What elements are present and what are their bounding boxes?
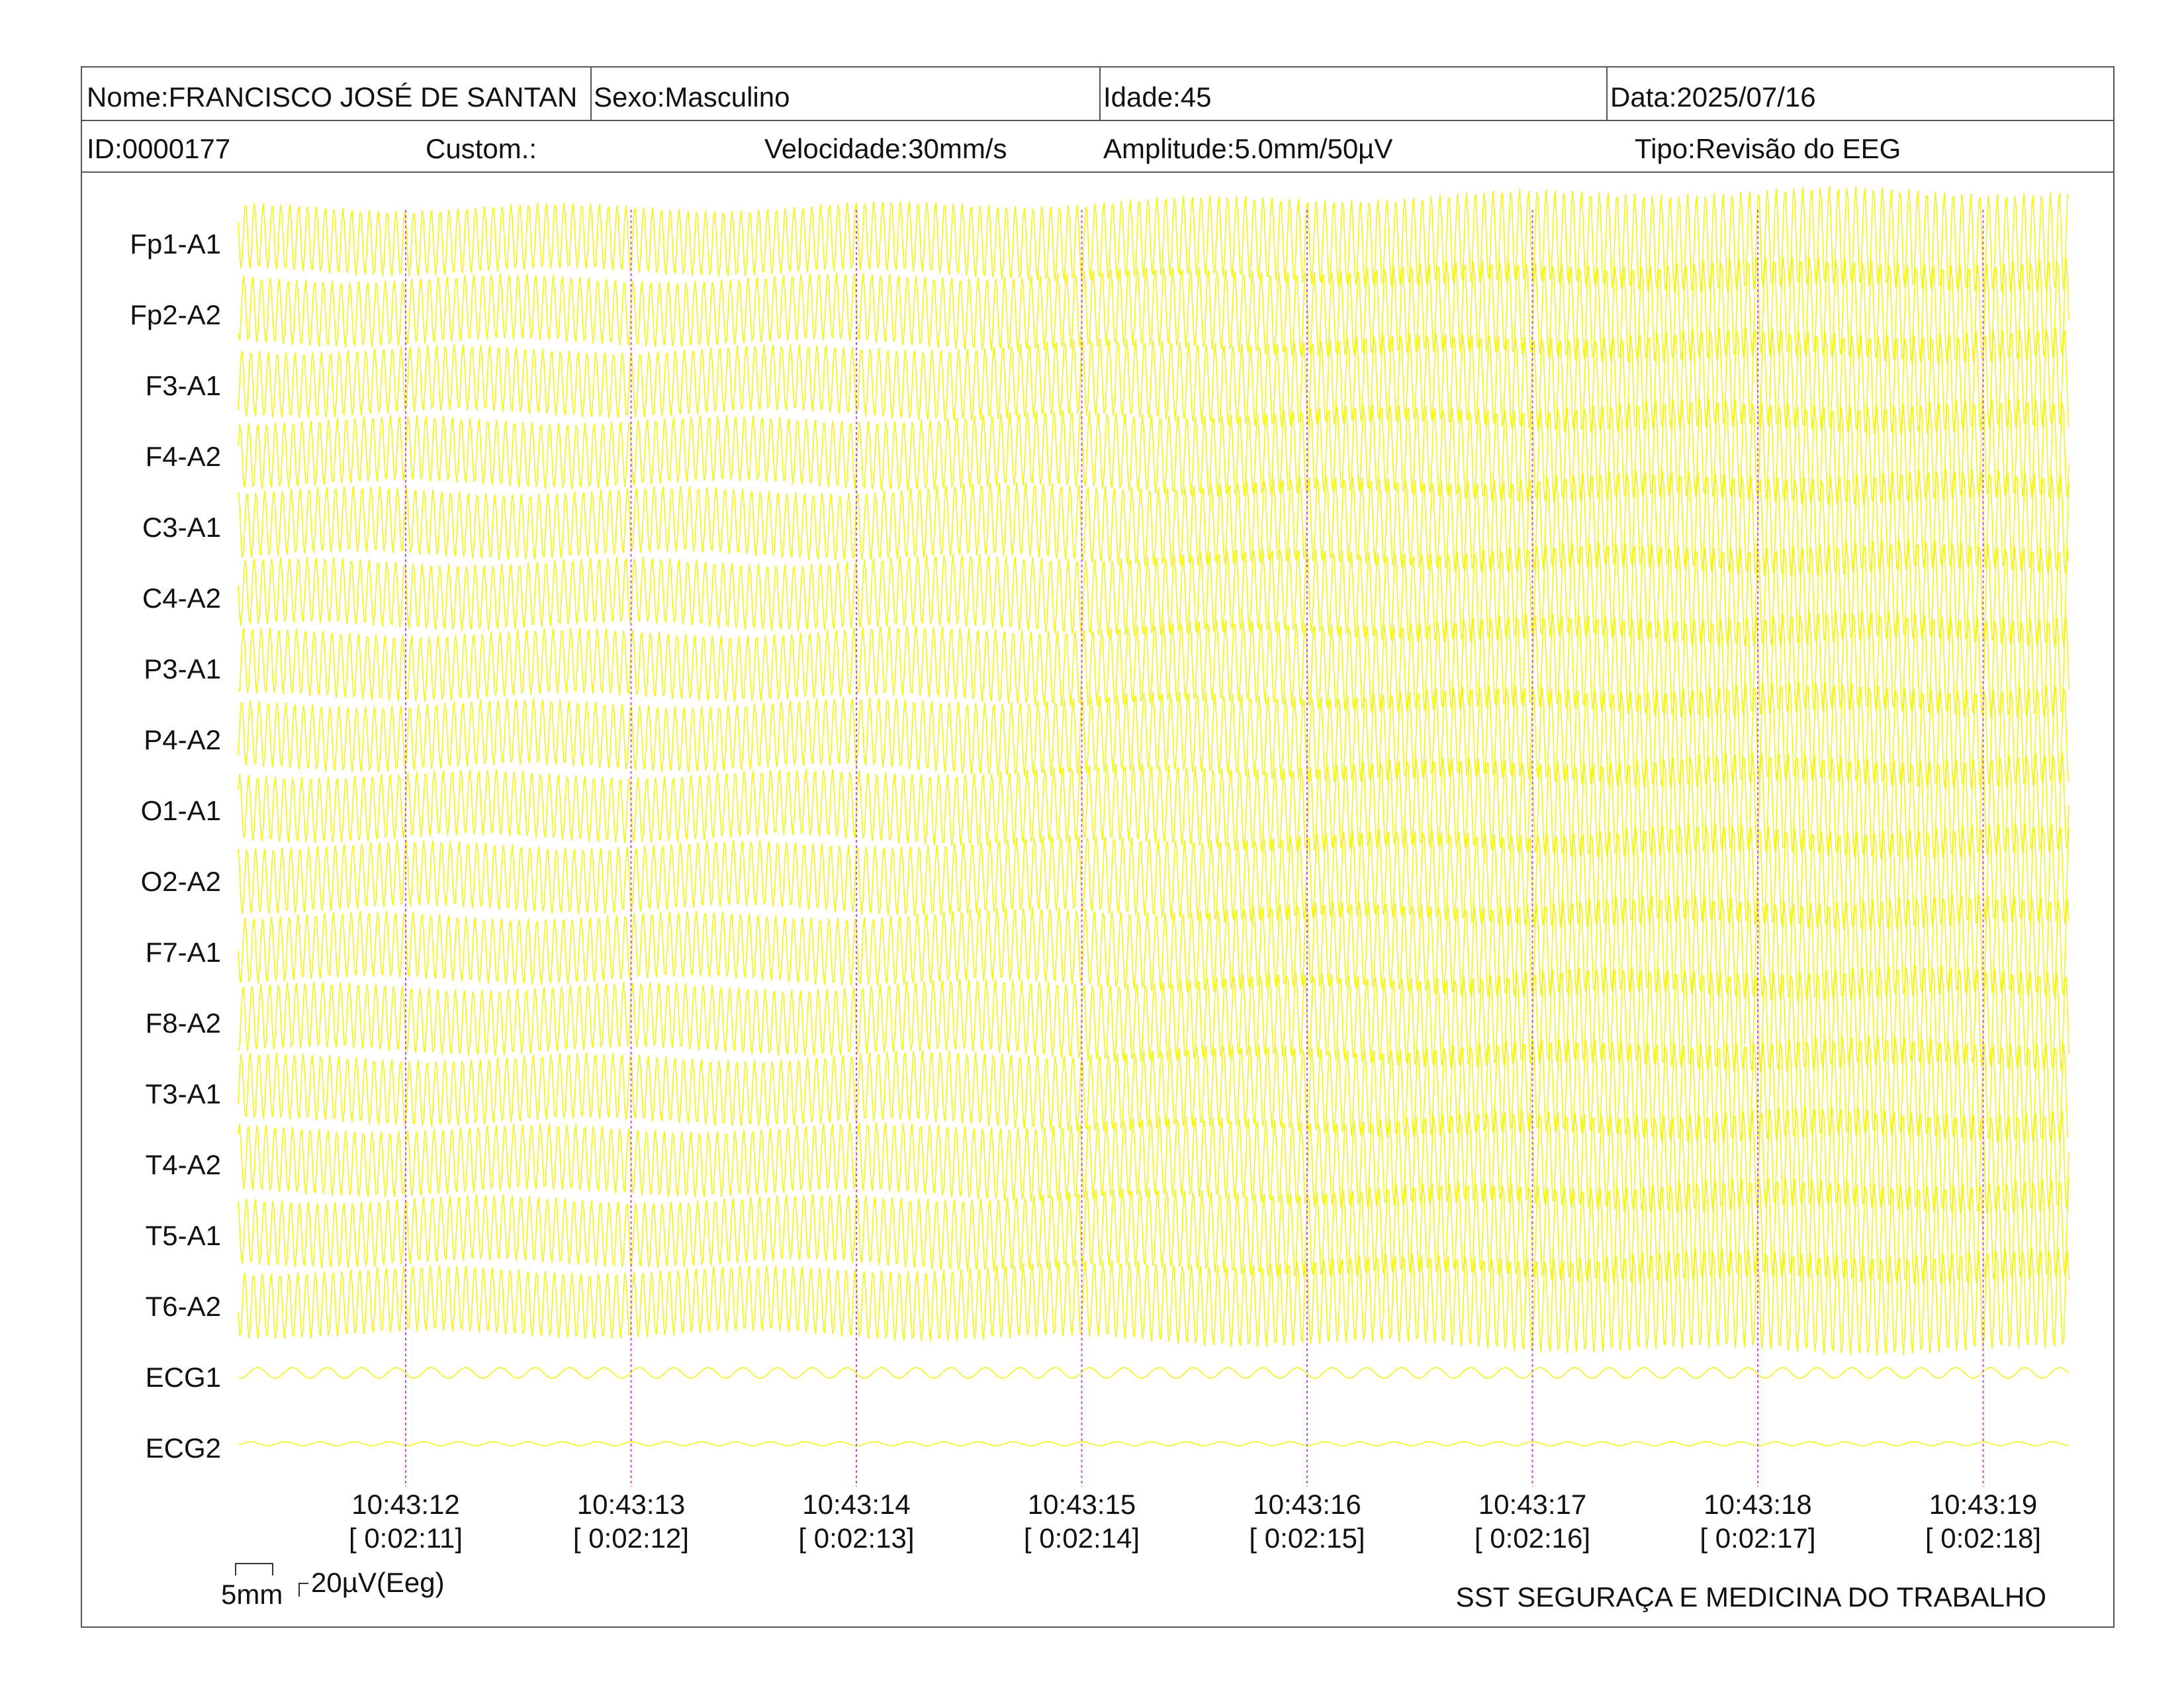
patient-sex: Sexo:Masculino (594, 81, 790, 113)
channel-label: T5-A1 (146, 1220, 221, 1251)
channel-label: F3-A1 (146, 370, 221, 401)
waveforms: Fp1-A1 Fp2-A2 F3-A1 F4-A2 C3-A1 C4-A2 P3-A1 P4-… (130, 186, 2070, 1464)
patient-id: ID:0000177 (87, 133, 230, 164)
channel-label: C4-A2 (142, 583, 221, 614)
exam-type: Tipo:Revisão do EEG (1635, 133, 1901, 164)
eeg-trace (238, 1178, 2070, 1285)
time-label: 10:43:16 (1253, 1489, 1361, 1520)
patient-age: Idade:45 (1103, 81, 1212, 113)
elapsed-label: [ 0:02:13] (798, 1523, 914, 1554)
channel-label: T3-A1 (146, 1078, 221, 1109)
time-label: 10:43:14 (802, 1489, 911, 1520)
exam-date: Data:2025/07/16 (1610, 81, 1816, 113)
eeg-trace (238, 611, 2070, 718)
channel-label: O1-A1 (141, 795, 221, 826)
elapsed-label: [ 0:02:15] (1249, 1523, 1365, 1554)
eeg-trace (238, 1441, 2070, 1446)
channel-label: O2-A2 (141, 866, 221, 897)
eeg-trace (238, 823, 2070, 931)
eeg-trace (238, 1036, 2070, 1143)
patient-name: Nome:FRANCISCO JOSÉ DE SANTAN (87, 81, 577, 113)
channel-label: P4-A2 (144, 724, 221, 755)
channel-label: T6-A2 (146, 1291, 221, 1322)
eeg-trace (238, 1367, 2070, 1379)
eeg-trace (238, 1107, 2070, 1214)
scale-bar (235, 1563, 308, 1597)
time-label: 10:43:12 (351, 1489, 460, 1520)
time-label: 10:43:19 (1929, 1489, 2038, 1520)
channel-label: Fp2-A2 (130, 299, 221, 330)
eeg-trace (238, 753, 2070, 860)
channel-label: P3-A1 (144, 653, 221, 684)
frame (81, 66, 2115, 1628)
eeg-trace (238, 469, 2070, 577)
eeg-trace (238, 682, 2070, 789)
channel-label: F4-A2 (146, 441, 221, 472)
time-label: 10:43:15 (1028, 1489, 1136, 1520)
eeg-trace (238, 327, 2070, 436)
elapsed-label: [ 0:02:18] (1925, 1523, 2041, 1554)
eeg-trace (238, 1248, 2070, 1356)
channel-label: Fp1-A1 (130, 228, 221, 259)
time-label: 10:43:17 (1479, 1489, 1587, 1520)
footer: SST SEGURAÇA E MEDICINA DO TRABALHO (1456, 1581, 2046, 1613)
elapsed-label: [ 0:02:11] (349, 1523, 463, 1554)
time-label: 10:43:13 (577, 1489, 686, 1520)
time-label: 10:43:18 (1704, 1489, 1812, 1520)
elapsed-label: [ 0:02:14] (1024, 1523, 1140, 1554)
time-markers: 10:43:12[ 0:02:11] 10:43:13[ 0:02:12] 10:4… (349, 210, 2041, 1554)
channel-label: F7-A1 (146, 937, 221, 968)
eeg-trace (238, 399, 2070, 506)
eeg-trace (238, 894, 2070, 1002)
channel-label: ECG2 (146, 1432, 221, 1464)
channel-label: C3-A1 (142, 512, 221, 543)
amplitude: Amplitude:5.0mm/50µV (1103, 133, 1392, 164)
custom-field: Custom.: (426, 133, 537, 164)
scale-time: 5mm (221, 1579, 283, 1610)
elapsed-label: [ 0:02:12] (573, 1523, 689, 1554)
channel-label: ECG1 (146, 1362, 221, 1393)
speed: Velocidade:30mm/s (764, 133, 1007, 164)
eeg-trace (238, 965, 2070, 1073)
elapsed-label: [ 0:02:17] (1700, 1523, 1815, 1554)
elapsed-label: [ 0:02:16] (1475, 1523, 1590, 1554)
eeg-trace (238, 257, 2070, 364)
scale-voltage: 20µV(Eeg) (311, 1567, 445, 1598)
channel-label: F8-A2 (146, 1008, 221, 1039)
channel-label: T4-A2 (146, 1149, 221, 1180)
